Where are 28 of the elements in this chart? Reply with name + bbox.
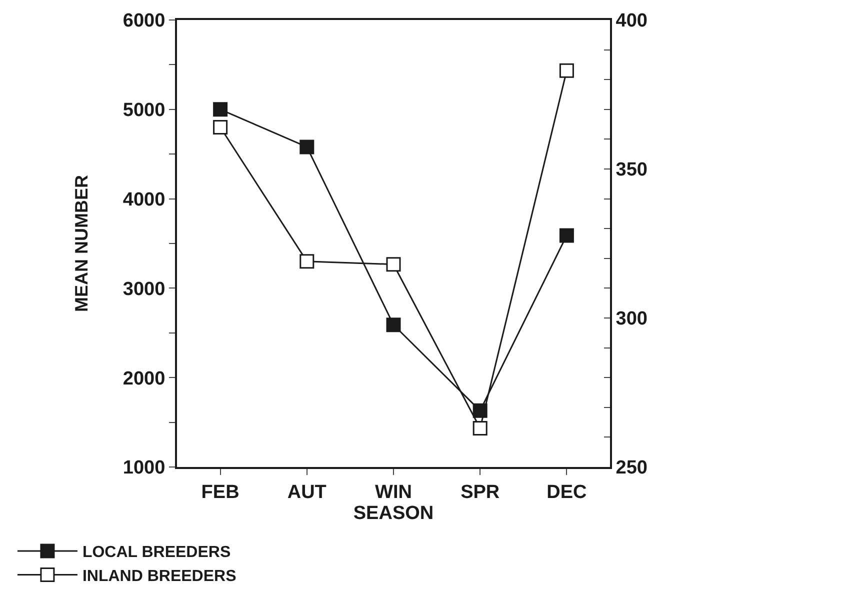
point [300,140,314,154]
x-tick-label: SPR [460,482,500,503]
y2-tick-label: 350 [616,160,648,181]
point [386,318,401,332]
y2-tick-label: 400 [616,10,648,32]
y-axis-title: MEAN NUMBER [72,175,92,312]
y2-tick-label: 250 [616,458,648,479]
x-tick-label: AUT [287,482,327,503]
point [213,102,228,117]
x-tick-label: WIN [375,482,412,503]
y-tick-label: 2000 [122,368,166,390]
x-axis-title: SEASON [353,502,434,524]
point [559,63,574,78]
legend-label: INLAND BREEDERS [82,568,237,585]
y-tick-label: 6000 [122,10,166,32]
y-tick-label: 4000 [122,189,166,210]
point [386,257,401,272]
point [559,228,574,243]
y-tick-label: 1000 [122,458,166,479]
x-tick-label: DEC [546,482,588,503]
y-tick-label: 3000 [122,278,166,300]
legend-label: LOCAL BREEDERS [82,544,231,562]
y2-tick-label: 300 [616,308,648,330]
x-tick-label: FEB [201,482,240,503]
point [213,120,228,135]
y-tick-label: 5000 [122,100,166,122]
point [472,421,488,436]
point [300,254,314,269]
